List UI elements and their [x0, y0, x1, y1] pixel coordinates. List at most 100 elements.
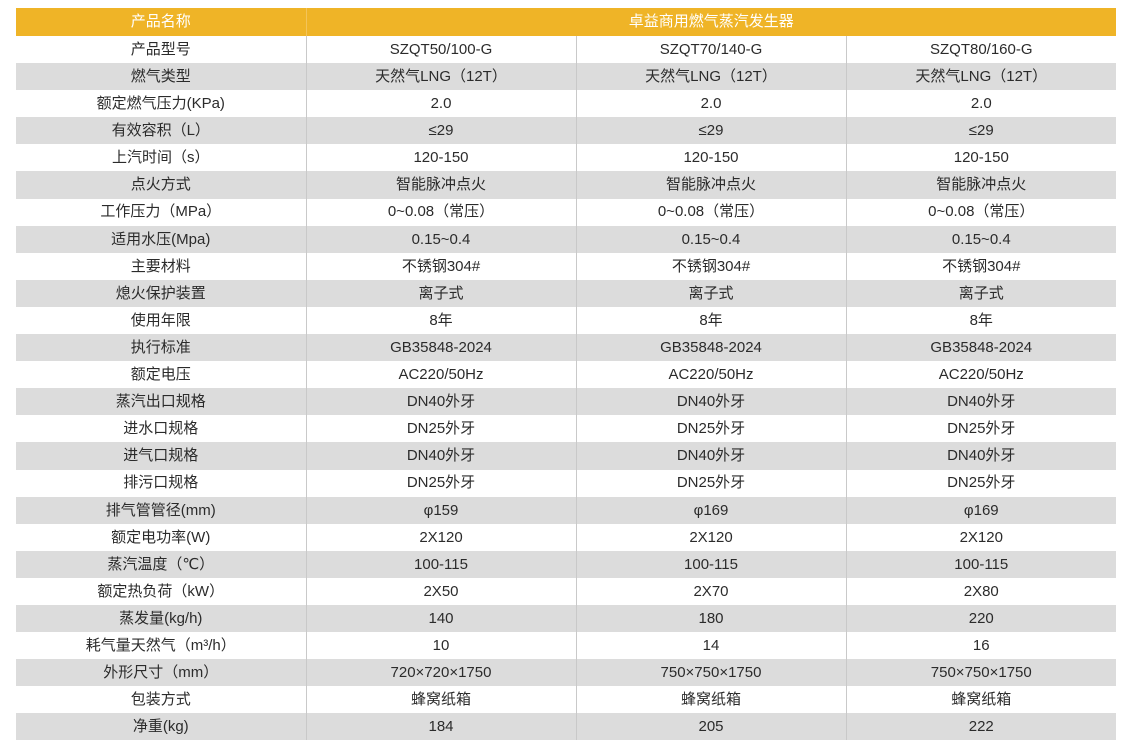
row-label: 执行标准 [16, 334, 306, 362]
row-value: 2X50 [305, 577, 576, 605]
row-value: DN40外牙 [305, 388, 576, 416]
row-value: 蜂窝纸箱 [575, 686, 846, 714]
table-row: 点火方式 智能脉冲点火 智能脉冲点火 智能脉冲点火 [16, 171, 1117, 199]
row-value: 184 [305, 713, 576, 740]
row-value: 2X120 [305, 523, 576, 551]
row-value: 2X80 [845, 577, 1117, 605]
row-value: DN40外牙 [305, 442, 576, 470]
row-value: 8年 [575, 306, 846, 335]
row-value: GB35848-2024 [845, 334, 1117, 362]
row-label: 有效容积（L） [16, 117, 306, 145]
row-value: 205 [575, 713, 846, 740]
row-value: 180 [575, 604, 846, 633]
row-value: 2X70 [575, 577, 846, 605]
row-value: 2.0 [575, 90, 846, 118]
table-row: 执行标准 GB35848-2024 GB35848-2024 GB35848-2024 [16, 334, 1117, 362]
row-value: φ169 [575, 496, 846, 524]
row-label: 净重(kg) [16, 713, 306, 740]
row-value: 16 [845, 632, 1117, 660]
table-body: 产品型号 SZQT50/100-G SZQT70/140-G SZQT80/160-G… [16, 36, 1117, 740]
row-value: 2.0 [845, 90, 1117, 118]
row-value: 离子式 [575, 279, 846, 307]
row-value: SZQT80/160-G [845, 36, 1117, 64]
row-value: 140 [305, 604, 576, 633]
row-value: 2.0 [305, 90, 576, 118]
row-label: 额定热负荷（kW） [16, 577, 306, 605]
row-value: SZQT50/100-G [305, 36, 576, 64]
row-value: 不锈钢304# [305, 252, 576, 280]
row-value: 720×720×1750 [305, 659, 576, 687]
row-value: DN25外牙 [305, 469, 576, 497]
row-label: 进气口规格 [16, 442, 306, 470]
table-row: 排污口规格 DN25外牙 DN25外牙 DN25外牙 [16, 469, 1117, 497]
table-row: 蒸汽出口规格 DN40外牙 DN40外牙 DN40外牙 [16, 388, 1117, 416]
row-label: 使用年限 [16, 306, 306, 335]
row-value: φ159 [305, 496, 576, 524]
row-label: 主要材料 [16, 252, 306, 280]
row-label: 额定燃气压力(KPa) [16, 90, 306, 118]
row-value: 天然气LNG（12T） [845, 63, 1117, 91]
row-label: 外形尺寸（mm） [16, 659, 306, 687]
table-row: 排气管管径(mm) φ159 φ169 φ169 [16, 496, 1117, 524]
row-label: 熄火保护装置 [16, 279, 306, 307]
row-value: DN40外牙 [575, 442, 846, 470]
row-value: ≤29 [575, 117, 846, 145]
table-row: 工作压力（MPa） 0~0.08（常压） 0~0.08（常压） 0~0.08（常压） [16, 198, 1117, 226]
row-value: GB35848-2024 [305, 334, 576, 362]
row-value: 0.15~0.4 [305, 225, 576, 253]
row-value: 100-115 [845, 550, 1117, 578]
table-row: 产品型号 SZQT50/100-G SZQT70/140-G SZQT80/160-G [16, 36, 1117, 64]
row-value: 100-115 [575, 550, 846, 578]
row-value: DN40外牙 [575, 388, 846, 416]
table-row: 主要材料 不锈钢304# 不锈钢304# 不锈钢304# [16, 252, 1117, 280]
table-row: 耗气量天然气（m³/h） 10 14 16 [16, 632, 1117, 660]
row-value: 120-150 [305, 144, 576, 172]
header-row: 产品名称 卓益商用燃气蒸汽发生器 [16, 8, 1117, 36]
row-label: 排气管管径(mm) [16, 496, 306, 524]
row-value: 8年 [305, 306, 576, 335]
row-value: ≤29 [305, 117, 576, 145]
table-row: 额定电功率(W) 2X120 2X120 2X120 [16, 523, 1117, 551]
row-value: 天然气LNG（12T） [305, 63, 576, 91]
row-value: DN25外牙 [845, 469, 1117, 497]
row-value: 222 [845, 713, 1117, 740]
row-value: AC220/50Hz [845, 361, 1117, 389]
row-label: 包装方式 [16, 686, 306, 714]
product-spec-sheet: 产品名称 卓益商用燃气蒸汽发生器 产品型号 SZQT50/100-G SZQT70/… [16, 8, 1117, 740]
row-value: 离子式 [305, 279, 576, 307]
row-value: 120-150 [845, 144, 1117, 172]
row-label: 额定电功率(W) [16, 523, 306, 551]
row-label: 额定电压 [16, 361, 306, 389]
row-value: DN25外牙 [305, 415, 576, 443]
row-value: 不锈钢304# [845, 252, 1117, 280]
row-value: 0~0.08（常压） [305, 198, 576, 226]
table-row: 包装方式 蜂窝纸箱 蜂窝纸箱 蜂窝纸箱 [16, 686, 1117, 714]
row-label: 点火方式 [16, 171, 306, 199]
row-value: 0~0.08（常压） [845, 198, 1117, 226]
specification-table: 产品名称 卓益商用燃气蒸汽发生器 产品型号 SZQT50/100-G SZQT70/… [16, 8, 1117, 740]
table-row: 熄火保护装置 离子式 离子式 离子式 [16, 279, 1117, 307]
row-value: DN25外牙 [845, 415, 1117, 443]
row-value: 8年 [845, 306, 1117, 335]
row-value: GB35848-2024 [575, 334, 846, 362]
row-value: 0.15~0.4 [575, 225, 846, 253]
row-value: 220 [845, 604, 1117, 633]
table-row: 使用年限 8年 8年 8年 [16, 306, 1117, 335]
row-value: φ169 [845, 496, 1117, 524]
row-value: 14 [575, 632, 846, 660]
table-row: 进气口规格 DN40外牙 DN40外牙 DN40外牙 [16, 442, 1117, 470]
table-row: 蒸发量(kg/h) 140 180 220 [16, 604, 1117, 633]
header-label-column: 产品名称 [16, 8, 306, 36]
row-value: SZQT70/140-G [575, 36, 846, 64]
table-row: 额定燃气压力(KPa) 2.0 2.0 2.0 [16, 90, 1117, 118]
table-row: 有效容积（L） ≤29 ≤29 ≤29 [16, 117, 1117, 145]
header-product-title: 卓益商用燃气蒸汽发生器 [305, 8, 1117, 36]
row-value: 天然气LNG（12T） [575, 63, 846, 91]
row-value: 离子式 [845, 279, 1117, 307]
row-value: 10 [305, 632, 576, 660]
row-value: 120-150 [575, 144, 846, 172]
row-value: AC220/50Hz [575, 361, 846, 389]
table-row: 净重(kg) 184 205 222 [16, 713, 1117, 740]
row-label: 耗气量天然气（m³/h） [16, 632, 306, 660]
row-label: 进水口规格 [16, 415, 306, 443]
